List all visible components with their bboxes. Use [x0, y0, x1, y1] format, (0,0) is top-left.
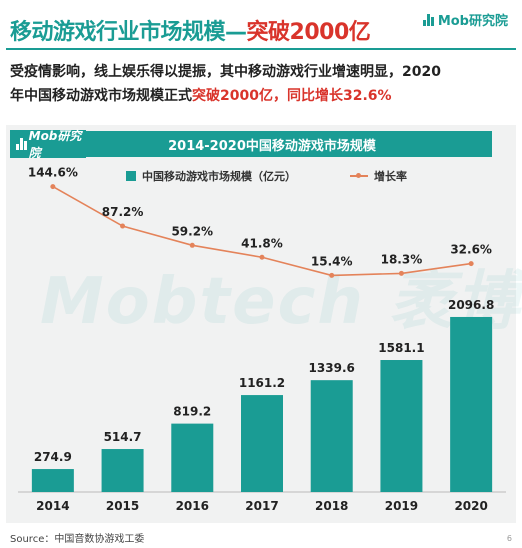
bar-2016	[171, 423, 214, 492]
bar-label-2015: 514.7	[104, 430, 142, 444]
banner-logo-text: Mob研究院	[28, 129, 82, 160]
intro-line-2: 年中国移动游戏市场规模正式突破2000亿，同比增长32.6%	[10, 88, 392, 104]
legend-bar-swatch	[126, 171, 136, 181]
growth-label-2019: 18.3%	[381, 252, 423, 266]
banner-logo: Mob研究院	[10, 129, 86, 160]
growth-point-2019	[398, 270, 404, 276]
x-tick-2017: 2017	[245, 499, 278, 513]
bar-label-2019: 1581.1	[378, 341, 424, 355]
header-divider	[6, 48, 516, 50]
title-highlight: 突破2000亿	[246, 20, 371, 45]
growth-label-2016: 59.2%	[171, 224, 213, 238]
bars-logo-icon	[16, 138, 27, 150]
growth-label-2015: 87.2%	[102, 205, 144, 219]
page-number: 6	[506, 534, 512, 543]
legend-line-label: 增长率	[374, 170, 407, 183]
bar-label-2017: 1161.2	[239, 376, 285, 390]
growth-label-2014: 144.6%	[28, 166, 78, 180]
bar-label-2016: 819.2	[173, 405, 211, 419]
bars-logo-icon	[422, 13, 435, 26]
growth-point-2015	[120, 223, 126, 229]
brand-logo-text: Mob研究院	[437, 14, 508, 29]
bar-2018	[310, 380, 353, 492]
page-title: 移动游戏行业市场规模—突破2000亿	[10, 20, 371, 45]
chart-title: 2014-2020中国移动游戏市场规模	[52, 131, 492, 157]
legend-bar: 中国移动游戏市场规模（亿元）	[126, 168, 296, 184]
growth-point-2020	[468, 261, 474, 267]
brand-logo: Mob研究院	[422, 10, 508, 29]
legend-line-swatch	[350, 173, 368, 178]
intro-line-1: 受疫情影响，线上娱乐得以提振，其中移动游戏行业增速明显，2020	[10, 64, 441, 80]
x-tick-2016: 2016	[176, 499, 209, 513]
growth-point-2017	[259, 254, 265, 260]
legend-bar-label: 中国移动游戏市场规模（亿元）	[142, 170, 296, 183]
growth-point-2018	[329, 272, 335, 278]
x-tick-2018: 2018	[315, 499, 348, 513]
bar-2015	[101, 449, 144, 492]
x-tick-2019: 2019	[385, 499, 418, 513]
x-tick-2014: 2014	[36, 499, 69, 513]
intro-highlight: 突破2000亿，同比增长32.6%	[192, 88, 392, 104]
growth-label-2018: 15.4%	[311, 254, 353, 268]
bar-2019	[380, 360, 423, 492]
bar-label-2018: 1339.6	[309, 361, 355, 375]
growth-label-2020: 32.6%	[450, 243, 492, 257]
bar-2017	[241, 395, 283, 492]
source-note: Source：中国音数协游戏工委	[10, 534, 145, 545]
x-tick-2015: 2015	[106, 499, 139, 513]
bar-label-2020: 2096.8	[448, 298, 494, 312]
legend-line: 增长率	[350, 168, 407, 184]
intro-text: 受疫情影响，线上娱乐得以提振，其中移动游戏行业增速明显，2020 年中国移动游戏…	[10, 60, 516, 108]
bar-2020	[450, 316, 493, 492]
x-tick-2020: 2020	[454, 499, 487, 513]
bar-label-2014: 274.9	[34, 450, 72, 464]
watermark: Mobtech 袤博	[40, 265, 522, 339]
growth-point-2016	[189, 242, 195, 248]
bar-2014	[31, 469, 74, 492]
growth-label-2017: 41.8%	[241, 236, 283, 250]
growth-point-2014	[50, 184, 56, 190]
